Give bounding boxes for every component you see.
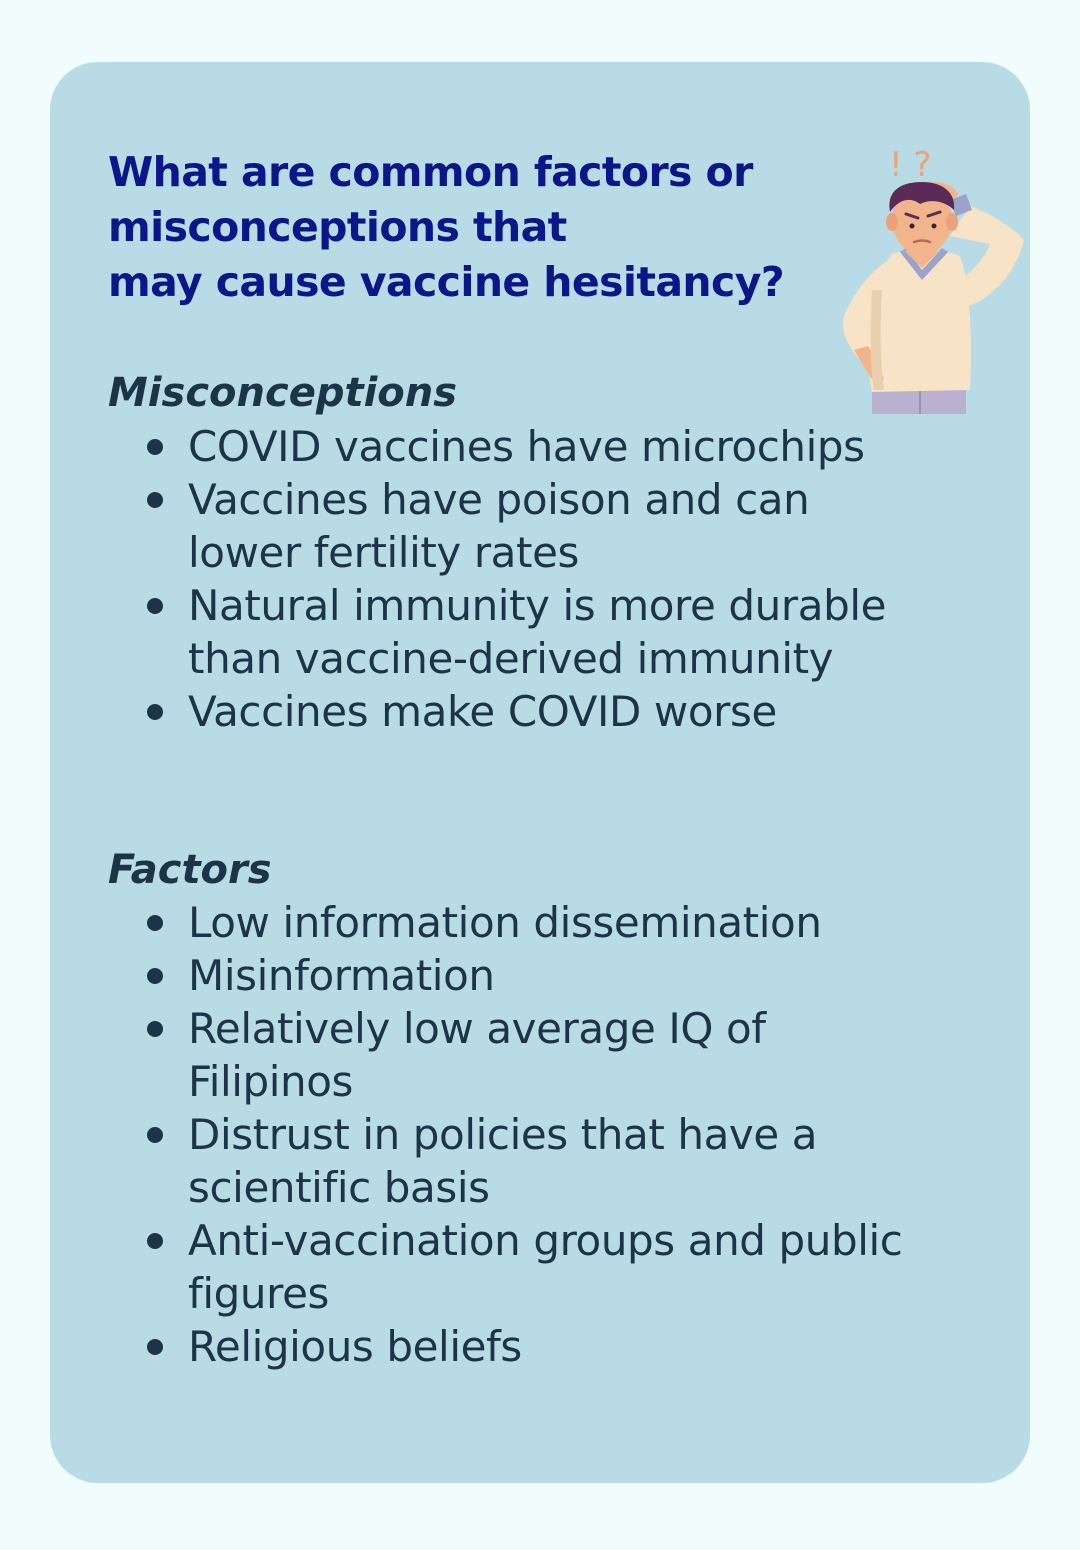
misconceptions-list: COVID vaccines have microchips Vaccines … bbox=[147, 420, 988, 738]
confused-person-icon: ! ? bbox=[800, 140, 1030, 415]
factors-heading: Factors bbox=[108, 847, 272, 893]
title-line: may cause vaccine hesitancy? bbox=[108, 258, 785, 306]
list-item: COVID vaccines have microchips bbox=[147, 420, 988, 473]
list-item-text: Filipinos bbox=[188, 1057, 354, 1106]
list-item: Natural immunity is more durable than va… bbox=[147, 579, 988, 685]
list-item: Anti-vaccination groups and public figur… bbox=[147, 1214, 988, 1320]
list-item-text: lower fertility rates bbox=[188, 528, 580, 577]
factors-list: Low information dissemination Misinforma… bbox=[147, 896, 988, 1373]
list-item-text: than vaccine-derived immunity bbox=[188, 634, 834, 683]
list-item: Vaccines have poison and can lower ferti… bbox=[147, 473, 988, 579]
list-item-text: Vaccines make COVID worse bbox=[188, 687, 777, 736]
list-item-text: Distrust in policies that have a bbox=[188, 1110, 818, 1159]
list-item-text: scientific basis bbox=[188, 1163, 490, 1212]
list-item: Misinformation bbox=[147, 949, 988, 1002]
page-title: What are common factors or misconception… bbox=[108, 145, 828, 310]
title-line: What are common factors or bbox=[108, 148, 753, 196]
list-item: Relatively low average IQ of Filipinos bbox=[147, 1002, 988, 1108]
question-marks: ! ? bbox=[889, 145, 931, 185]
list-item-text: Vaccines have poison and can bbox=[188, 475, 810, 524]
list-item-text: figures bbox=[188, 1269, 330, 1318]
list-item-text: Relatively low average IQ of bbox=[188, 1004, 766, 1053]
list-item-text: Misinformation bbox=[188, 951, 495, 1000]
misconceptions-heading: Misconceptions bbox=[108, 370, 458, 416]
list-item: Religious beliefs bbox=[147, 1320, 988, 1373]
list-item: Vaccines make COVID worse bbox=[147, 685, 988, 738]
title-line: misconceptions that bbox=[108, 203, 567, 251]
list-item-text: Anti-vaccination groups and public bbox=[188, 1216, 903, 1265]
list-item-text: COVID vaccines have microchips bbox=[188, 422, 865, 471]
list-item-text: Religious beliefs bbox=[188, 1322, 522, 1371]
list-item-text: Natural immunity is more durable bbox=[188, 581, 887, 630]
list-item: Low information dissemination bbox=[147, 896, 988, 949]
list-item: Distrust in policies that have a scienti… bbox=[147, 1108, 988, 1214]
list-item-text: Low information dissemination bbox=[188, 898, 822, 947]
